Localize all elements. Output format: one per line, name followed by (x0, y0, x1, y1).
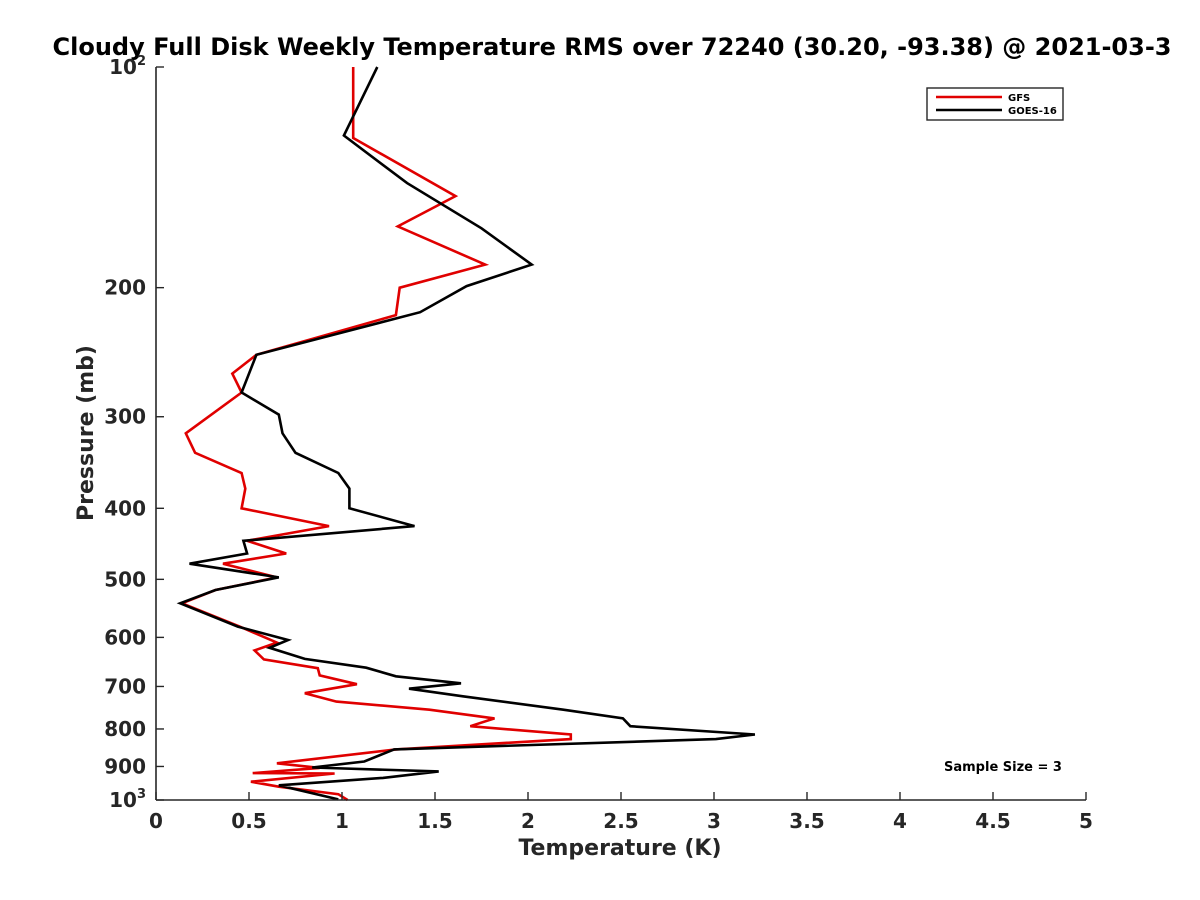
series-line-gfs (178, 67, 573, 802)
x-tick-label: 2.5 (603, 809, 638, 833)
y-tick-label: 200 (104, 276, 146, 300)
y-tick-label: 103 (109, 787, 146, 812)
y-tick-label: 900 (104, 754, 146, 778)
x-tick-label: 3.5 (789, 809, 824, 833)
x-tick-label: 0 (149, 809, 163, 833)
sample-size-annotation: Sample Size = 3 (944, 760, 1062, 775)
series-line-goes-16 (176, 66, 756, 801)
x-tick-label: 1.5 (417, 809, 452, 833)
x-tick-label: 5 (1079, 809, 1093, 833)
y-tick-label: 400 (104, 496, 146, 520)
axes: 0 0.5 1 1.5 2 2.5 3 3.5 4 4.5 5 102 200 300 400 500 600 7… (104, 54, 1093, 833)
y-tick-label: 700 (104, 674, 146, 698)
y-tick-label: 102 (109, 54, 146, 79)
x-tick-label: 4 (893, 809, 907, 833)
y-tick-label: 500 (104, 567, 146, 591)
series-lines (176, 66, 756, 802)
y-tick-label: 600 (104, 625, 146, 649)
y-axis-label: Pressure (mb) (74, 345, 99, 521)
legend-box (926, 87, 1064, 121)
chart-title: Cloudy Full Disk Weekly Temperature RMS … (53, 33, 1172, 61)
x-tick-label: 0.5 (231, 809, 266, 833)
y-tick-label: 300 (104, 405, 146, 429)
x-tick-label: 2 (521, 809, 535, 833)
y-tick-label: 800 (104, 717, 146, 741)
x-tick-label: 3 (707, 809, 721, 833)
x-tick-label: 1 (335, 809, 349, 833)
legend-label-gfs: GFS (1008, 93, 1030, 104)
x-axis-label: Temperature (K) (518, 836, 721, 861)
x-tick-label: 4.5 (975, 809, 1010, 833)
legend-label-goes-16: GOES-16 (1008, 106, 1057, 117)
legend: GFS GOES-16 (926, 87, 1064, 121)
